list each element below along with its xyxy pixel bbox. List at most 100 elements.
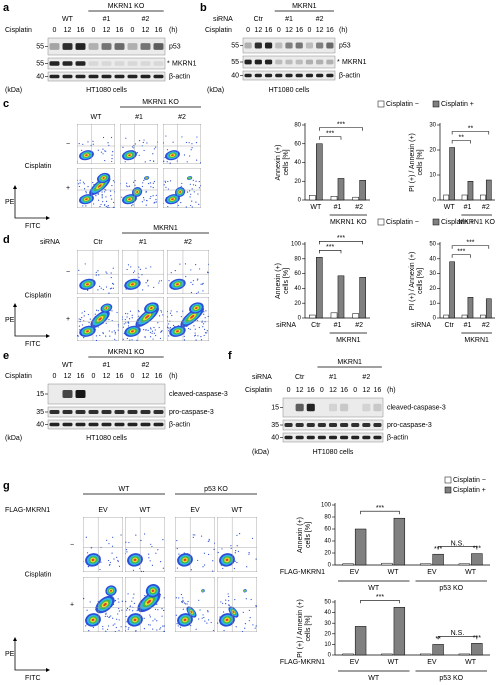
event — [116, 556, 118, 558]
event — [168, 280, 170, 282]
event — [109, 288, 112, 290]
event — [180, 593, 183, 596]
event — [92, 181, 94, 184]
event — [83, 188, 86, 190]
event — [199, 609, 201, 611]
blot-band — [140, 61, 151, 66]
blot-band — [49, 43, 60, 50]
time-label: 16 — [77, 373, 85, 380]
event — [125, 609, 128, 611]
event — [125, 600, 127, 603]
x-axis-label: FLAG-MKRN1 — [280, 659, 325, 666]
significance: *** — [434, 546, 442, 553]
blot-band — [316, 73, 324, 78]
density — [98, 317, 102, 321]
density — [179, 191, 182, 193]
event — [134, 143, 137, 145]
event — [186, 191, 189, 193]
event — [174, 270, 176, 272]
event — [217, 551, 219, 554]
lanes-label: FLAG-MKRN1 — [5, 507, 50, 514]
event — [196, 320, 199, 322]
column-label: WT — [91, 114, 103, 121]
y-axis-label: cells [%] — [417, 149, 424, 175]
bar — [352, 313, 359, 319]
bar — [342, 563, 354, 566]
y-tick-label: 0 — [298, 198, 302, 204]
event — [236, 545, 238, 547]
event — [167, 325, 168, 327]
event — [120, 626, 122, 628]
event — [110, 276, 112, 279]
event — [85, 625, 87, 627]
blot-band — [295, 42, 303, 49]
x-tick-label: WT — [310, 204, 322, 211]
event — [133, 593, 135, 595]
event — [195, 141, 198, 144]
column-label: #2 — [184, 239, 192, 246]
event — [127, 313, 129, 315]
group-label: MKRN1 — [292, 3, 317, 10]
event — [162, 314, 164, 316]
event — [167, 327, 169, 329]
event — [201, 283, 204, 285]
panel-letter: c — [3, 98, 9, 110]
y-tick-label: 20 — [324, 551, 331, 557]
event — [157, 141, 158, 143]
event — [181, 600, 183, 603]
cells-label: HT1080 cells — [269, 87, 310, 94]
event — [144, 161, 146, 163]
density — [150, 306, 153, 310]
event — [127, 186, 129, 188]
event — [198, 180, 200, 183]
legend-label: Cisplatin − — [386, 219, 419, 226]
mw-label: 15 — [36, 391, 44, 398]
event — [97, 326, 99, 328]
event — [208, 540, 210, 542]
flow-plot — [120, 124, 158, 164]
event — [118, 565, 121, 568]
unit-label: (kDa) — [5, 87, 22, 94]
y-tick-label: 100 — [291, 242, 302, 248]
event — [213, 548, 215, 550]
mw-label: 15 — [271, 404, 279, 411]
event — [152, 195, 154, 197]
event — [206, 332, 208, 334]
y-tick-label: 50 — [324, 600, 331, 606]
lanes-label: siRNA — [252, 374, 272, 381]
y-tick-label: 10 — [324, 642, 331, 648]
event — [149, 197, 151, 200]
event — [208, 538, 210, 540]
flow-plot — [163, 168, 201, 208]
event — [230, 545, 232, 547]
event — [131, 314, 133, 316]
event — [248, 609, 250, 611]
density — [145, 314, 150, 319]
event — [92, 203, 95, 205]
event — [158, 315, 161, 317]
event — [195, 180, 197, 182]
significance: ** — [459, 134, 465, 141]
event — [136, 610, 138, 612]
event — [163, 160, 165, 162]
event — [217, 622, 219, 624]
blot-band — [373, 423, 382, 427]
event — [100, 546, 102, 549]
blot-band — [88, 422, 99, 427]
y-tick-label: 50 — [429, 242, 436, 248]
flow-plot — [83, 577, 123, 632]
event — [151, 330, 154, 332]
event — [138, 266, 140, 268]
x-tick-label: #2 — [482, 322, 490, 329]
event — [183, 335, 185, 337]
event — [225, 603, 227, 605]
event — [101, 191, 103, 193]
time-label: 16 — [374, 387, 382, 394]
event — [110, 272, 112, 274]
event — [124, 318, 126, 321]
event — [220, 601, 222, 603]
event — [150, 266, 152, 268]
event — [102, 332, 104, 335]
column-label: EV — [98, 507, 108, 514]
blot-band — [62, 422, 73, 427]
